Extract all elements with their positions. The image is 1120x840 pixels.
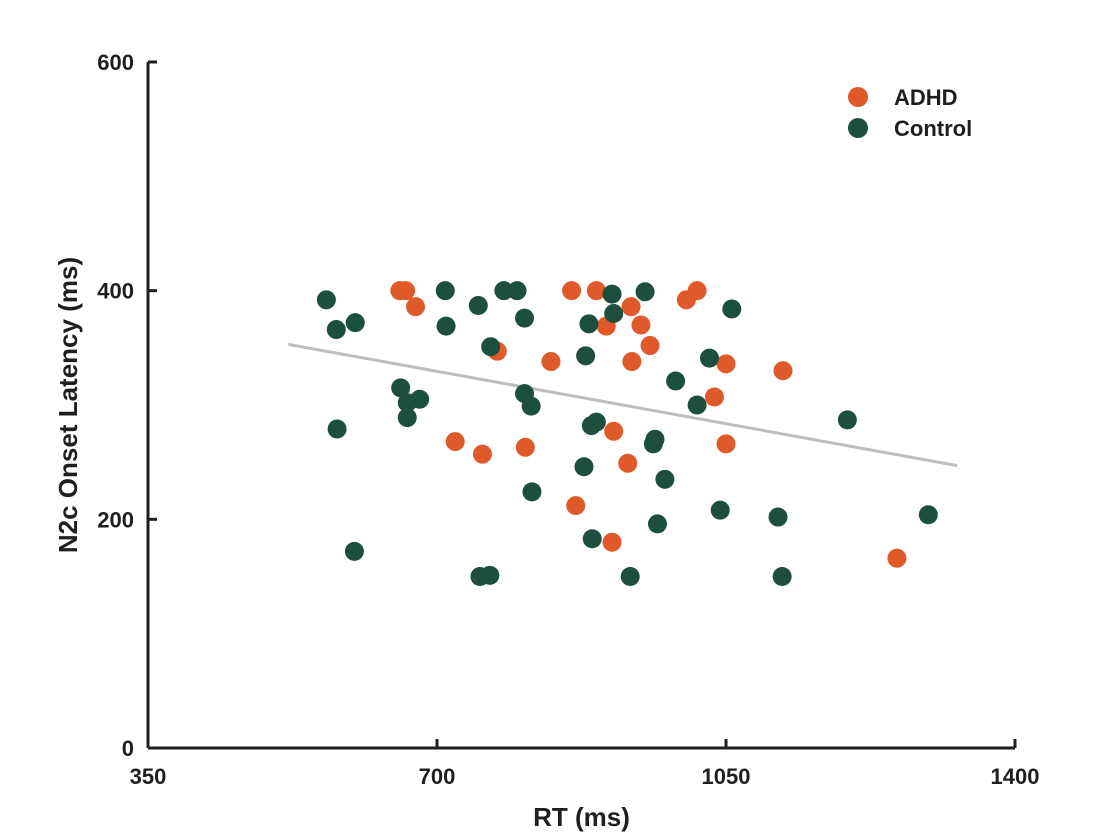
y-axis-title: N2c Onset Latency (ms): [53, 257, 83, 553]
data-point-control: [647, 514, 667, 534]
data-point-control: [522, 482, 542, 502]
x-tick-label: 700: [419, 764, 456, 789]
data-point-control: [435, 281, 455, 301]
legend-label-adhd: ADHD: [894, 85, 958, 110]
data-point-control: [326, 320, 346, 340]
data-point-control: [507, 281, 527, 301]
series-adhd: [390, 281, 907, 568]
x-axis-title: RT (ms): [533, 802, 630, 832]
data-point-adhd: [396, 281, 416, 301]
data-point-control: [410, 389, 430, 409]
data-point-control: [515, 308, 535, 328]
data-point-control: [586, 412, 606, 432]
data-point-adhd: [566, 496, 586, 516]
data-point-adhd: [887, 548, 907, 568]
data-point-adhd: [406, 297, 426, 317]
data-point-control: [436, 316, 456, 336]
series-control: [316, 281, 938, 586]
data-point-control: [620, 567, 640, 586]
data-point-control: [327, 419, 347, 439]
y-tick-label: 400: [97, 279, 134, 304]
axis-ticks: 350 700 1050 1400 0 200 400 600: [97, 50, 1039, 789]
data-point-control: [772, 567, 792, 586]
data-point-control: [645, 429, 665, 449]
x-tick-label: 1400: [991, 764, 1040, 789]
data-point-control: [345, 313, 365, 333]
data-point-control: [316, 290, 336, 310]
data-point-control: [397, 408, 417, 428]
data-point-control: [768, 507, 788, 527]
data-point-adhd: [773, 361, 793, 381]
data-point-adhd: [604, 421, 624, 441]
y-tick-label: 200: [97, 507, 134, 532]
data-point-adhd: [716, 434, 736, 454]
data-point-control: [837, 410, 857, 430]
data-point-adhd: [622, 352, 642, 372]
data-point-adhd: [704, 387, 724, 407]
data-point-control: [344, 541, 364, 561]
data-point-adhd: [586, 281, 606, 301]
data-point-control: [687, 395, 707, 415]
data-point-control: [699, 348, 719, 368]
data-point-control: [576, 346, 596, 366]
data-point-adhd: [445, 432, 465, 452]
trend-line: [288, 342, 958, 468]
data-point-control: [391, 378, 411, 398]
data-point-adhd: [562, 281, 582, 301]
data-point-adhd: [631, 315, 651, 335]
data-point-control: [666, 371, 686, 391]
x-tick-label: 1050: [702, 764, 751, 789]
data-point-control: [604, 304, 624, 324]
data-point-adhd: [716, 354, 736, 374]
data-point-control: [494, 281, 514, 301]
data-point-control: [574, 457, 594, 477]
data-point-adhd: [621, 297, 641, 317]
data-point-adhd: [602, 532, 622, 552]
x-tick-label: 350: [130, 764, 167, 789]
data-point-control: [710, 500, 730, 520]
data-point-adhd: [515, 437, 535, 457]
data-point-control: [655, 469, 675, 489]
legend-marker-adhd: [848, 87, 868, 107]
data-point-control: [602, 284, 622, 304]
data-point-control: [481, 337, 501, 357]
legend-label-control: Control: [894, 116, 972, 141]
data-point-adhd: [472, 444, 492, 464]
data-point-control: [635, 282, 655, 302]
y-tick-label: 0: [122, 736, 134, 761]
data-point-adhd: [687, 281, 707, 301]
data-point-control: [579, 314, 599, 334]
legend-marker-control: [848, 118, 868, 138]
data-point-control: [468, 296, 488, 316]
data-points: [316, 281, 938, 586]
data-point-control: [521, 396, 541, 416]
data-point-control: [918, 505, 938, 525]
data-point-control: [722, 299, 742, 319]
data-point-control: [582, 529, 602, 549]
data-point-adhd: [541, 352, 561, 372]
data-point-control: [480, 565, 500, 585]
legend: ADHD Control: [848, 85, 972, 141]
data-point-adhd: [640, 336, 660, 356]
y-tick-label: 600: [97, 50, 134, 75]
data-point-adhd: [618, 453, 638, 473]
